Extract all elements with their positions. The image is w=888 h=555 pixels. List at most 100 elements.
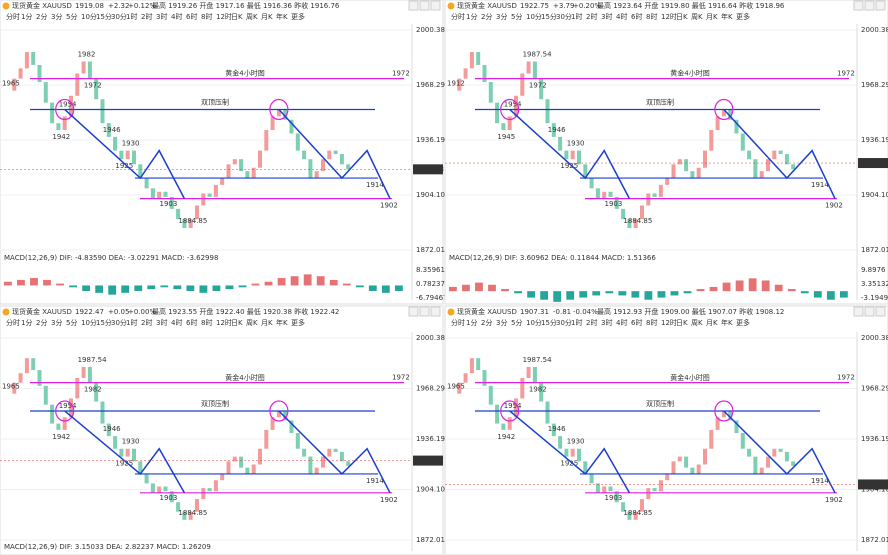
timeframe-tab[interactable]: 12时 <box>661 12 677 21</box>
toolbar-button[interactable] <box>408 306 419 317</box>
timeframe-tab[interactable]: 分时 <box>6 12 20 21</box>
timeframe-tab[interactable]: 年K <box>276 318 288 327</box>
timeframe-tab[interactable]: 5分 <box>66 318 77 327</box>
toolbar-button[interactable] <box>875 0 886 11</box>
timeframe-tab[interactable]: 1分 <box>466 12 477 21</box>
timeframe-tab[interactable]: 4时 <box>616 318 627 327</box>
timeframe-tab[interactable]: 4时 <box>616 12 627 21</box>
timeframe-tab[interactable]: 周K <box>246 319 258 327</box>
toolbar-button[interactable] <box>853 0 864 11</box>
timeframe-tab[interactable]: 30分 <box>111 12 127 21</box>
timeframe-tab[interactable]: 月K <box>261 13 273 21</box>
timeframe-tab[interactable]: 3时 <box>601 12 612 21</box>
toolbar-button[interactable] <box>419 0 430 11</box>
logo <box>2 308 10 316</box>
timeframe-tab[interactable]: 2时 <box>141 318 152 327</box>
timeframe-tab[interactable]: 2分 <box>481 12 492 21</box>
timeframe-tab[interactable]: 日K <box>676 319 688 327</box>
timeframe-tab[interactable]: 月K <box>706 319 718 327</box>
timeframe-tab[interactable]: 周K <box>246 13 258 21</box>
timeframe-tab[interactable]: 周K <box>691 13 703 21</box>
toolbar-button[interactable] <box>430 306 441 317</box>
timeframe-tab[interactable]: 2时 <box>586 318 597 327</box>
timeframe-tab[interactable]: 8时 <box>201 318 212 327</box>
timeframe-tab[interactable]: 12时 <box>216 12 232 21</box>
timeframe-tab[interactable]: 日K <box>231 319 243 327</box>
timeframe-tab[interactable]: 1时 <box>126 12 137 21</box>
timeframe-tab[interactable]: 8时 <box>646 318 657 327</box>
timeframe-tab[interactable]: 12时 <box>216 318 232 327</box>
timeframe-tab[interactable]: 10分 <box>81 318 97 327</box>
timeframe-tab[interactable]: 10分 <box>81 12 97 21</box>
timeframe-tab[interactable]: 3分 <box>51 12 62 21</box>
timeframe-tab[interactable]: 2分 <box>36 318 47 327</box>
timeframe-tab[interactable]: 1分 <box>21 12 32 21</box>
timeframe-tab[interactable]: 3分 <box>51 318 62 327</box>
timeframe-tab[interactable]: 1时 <box>571 12 582 21</box>
timeframe-tab[interactable]: 30分 <box>111 318 127 327</box>
timeframe-tab[interactable]: 30分 <box>556 12 572 21</box>
timeframe-tab[interactable]: 5分 <box>511 12 522 21</box>
candle <box>75 73 80 96</box>
timeframe-tab[interactable]: 6时 <box>631 318 642 327</box>
timeframe-tab[interactable]: 1分 <box>21 318 32 327</box>
timeframe-tab[interactable]: 15分 <box>96 318 112 327</box>
macd-label: MACD(12,26,9) DIF: 3.15033 DEA: 2.82237 … <box>4 543 211 551</box>
timeframe-tab[interactable]: 3时 <box>156 12 167 21</box>
timeframe-tab[interactable]: 更多 <box>736 12 750 21</box>
timeframe-tab[interactable]: 3分 <box>496 12 507 21</box>
timeframe-tab[interactable]: 2分 <box>481 318 492 327</box>
toolbar-button[interactable] <box>419 306 430 317</box>
timeframe-tab[interactable]: 日K <box>231 13 243 21</box>
timeframe-tab[interactable]: 6时 <box>186 12 197 21</box>
timeframe-tab[interactable]: 3分 <box>496 318 507 327</box>
timeframe-tab[interactable]: 10分 <box>526 318 542 327</box>
timeframe-tab[interactable]: 15分 <box>96 12 112 21</box>
timeframe-tab[interactable]: 更多 <box>291 12 305 21</box>
timeframe-tab[interactable]: 6时 <box>186 318 197 327</box>
timeframe-tab[interactable]: 年K <box>276 12 288 21</box>
candle <box>488 82 493 103</box>
candle <box>106 123 111 137</box>
timeframe-tab[interactable]: 1分 <box>466 318 477 327</box>
timeframe-tab[interactable]: 8时 <box>201 12 212 21</box>
timeframe-tab[interactable]: 年K <box>721 12 733 21</box>
timeframe-tab[interactable]: 15分 <box>541 318 557 327</box>
timeframe-tab[interactable]: 3时 <box>156 318 167 327</box>
timeframe-tab[interactable]: 分时 <box>6 318 20 327</box>
timeframe-tab[interactable]: 分时 <box>451 318 465 327</box>
timeframe-tab[interactable]: 1时 <box>126 318 137 327</box>
timeframe-tab[interactable]: 12时 <box>661 318 677 327</box>
timeframe-tab[interactable]: 月K <box>706 13 718 21</box>
timeframe-tab[interactable]: 2时 <box>586 12 597 21</box>
timeframe-tab[interactable]: 日K <box>676 13 688 21</box>
timeframe-tab[interactable]: 2分 <box>36 12 47 21</box>
timeframe-tab[interactable]: 30分 <box>556 318 572 327</box>
toolbar-button[interactable] <box>408 0 419 11</box>
timeframe-tab[interactable]: 1时 <box>571 318 582 327</box>
toolbar-button[interactable] <box>864 0 875 11</box>
timeframe-tab[interactable]: 4时 <box>171 12 182 21</box>
timeframe-tab[interactable]: 6时 <box>631 12 642 21</box>
timeframe-tab[interactable]: 分时 <box>451 12 465 21</box>
timeframe-tab[interactable]: 8时 <box>646 12 657 21</box>
candle <box>545 99 550 124</box>
timeframe-tab[interactable]: 15分 <box>541 12 557 21</box>
timeframe-tab[interactable]: 年K <box>721 318 733 327</box>
timeframe-tab[interactable]: 5分 <box>66 12 77 21</box>
toolbar-button[interactable] <box>853 306 864 317</box>
timeframe-tab[interactable]: 更多 <box>291 318 305 327</box>
price-tag-label: 1922.75 <box>860 159 888 167</box>
timeframe-tab[interactable]: 4时 <box>171 318 182 327</box>
timeframe-tab[interactable]: 2时 <box>141 12 152 21</box>
timeframe-tab[interactable]: 3时 <box>601 318 612 327</box>
timeframe-tab[interactable]: 月K <box>261 319 273 327</box>
zigzag <box>509 108 631 199</box>
toolbar-button[interactable] <box>875 306 886 317</box>
toolbar-button[interactable] <box>864 306 875 317</box>
toolbar-button[interactable] <box>430 0 441 11</box>
timeframe-tab[interactable]: 周K <box>691 319 703 327</box>
timeframe-tab[interactable]: 5分 <box>511 318 522 327</box>
timeframe-tab[interactable]: 更多 <box>736 318 750 327</box>
timeframe-tab[interactable]: 10分 <box>526 12 542 21</box>
